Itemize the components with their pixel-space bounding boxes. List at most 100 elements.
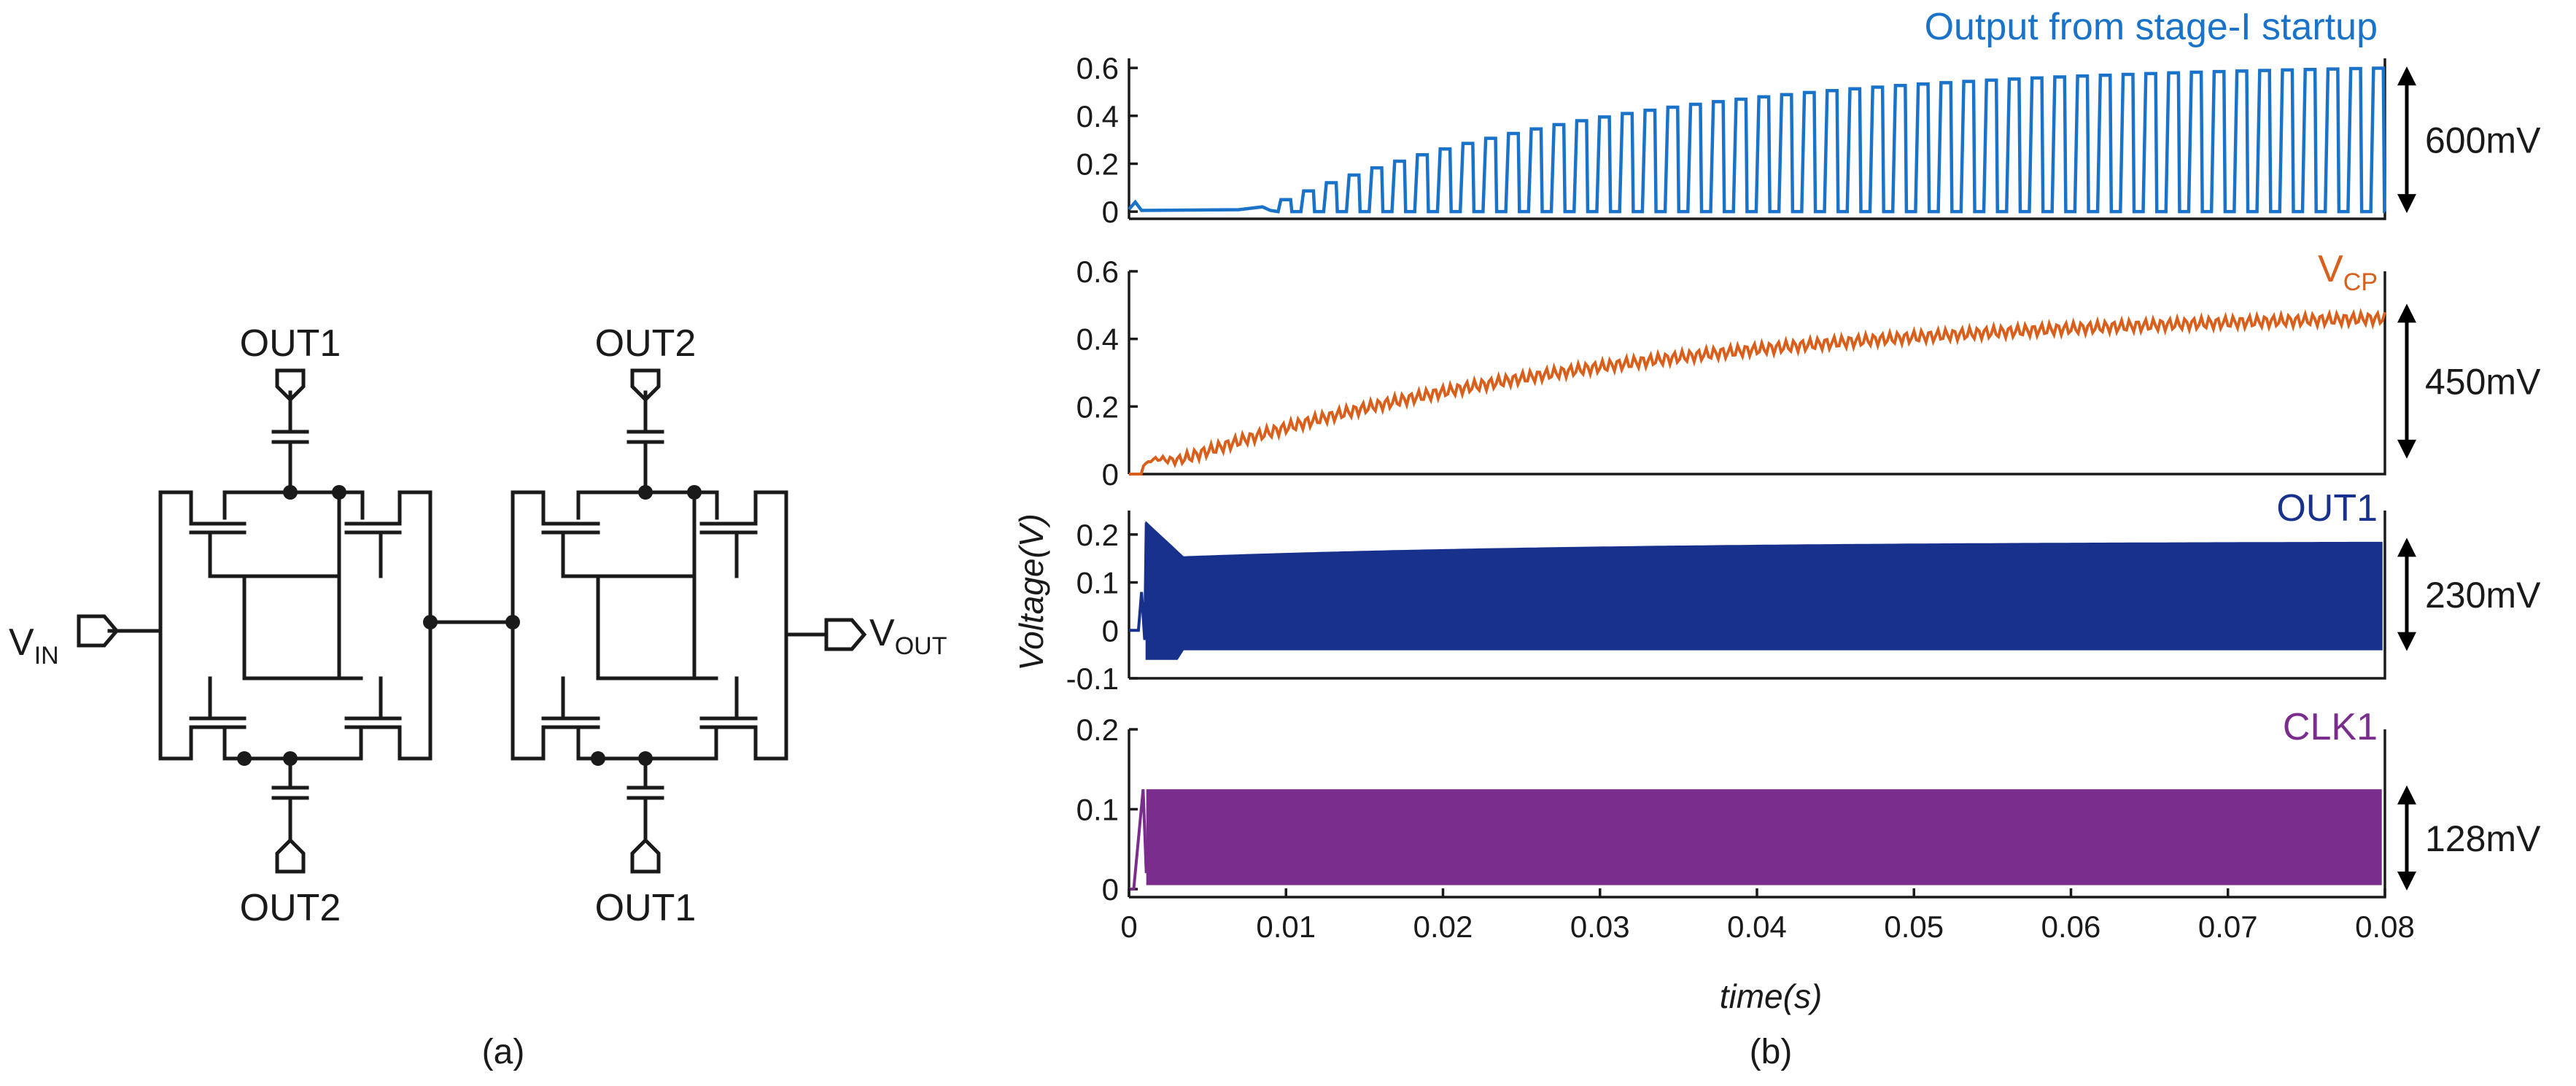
x-tick-label: 0.08 [2355, 909, 2415, 944]
label-out1-top: OUT1 [240, 322, 341, 365]
label-out1-bottom: OUT1 [595, 887, 697, 929]
series-label-sub: CP [2343, 268, 2378, 296]
cap-bottom-right [626, 756, 664, 841]
panel-vcp: 0 0.2 0.4 0.6 VCP 450mV [1076, 248, 2541, 492]
transistor-top-right [699, 490, 758, 578]
swing-arrow-head-down [2397, 872, 2416, 891]
x-tick-label: 0 [1120, 909, 1137, 944]
node-dot [638, 485, 653, 500]
transistor-top-left [189, 490, 338, 578]
swing-arrow-head-down [2397, 632, 2416, 651]
label-out2-top: OUT2 [595, 322, 697, 365]
label-vin: VIN [9, 621, 59, 670]
axis-frame [1129, 271, 2386, 476]
swing-arrow-head-down [2397, 194, 2416, 214]
x-tick-label: 0.01 [1256, 909, 1316, 944]
caption-b: (b) [1750, 1033, 1793, 1071]
cross-wire [596, 490, 718, 680]
y-tick-label: 0.2 [1076, 713, 1119, 747]
x-tick-label: 0.02 [1413, 909, 1473, 944]
series-startup-spike [1129, 522, 1148, 640]
cap-top-left [271, 390, 309, 494]
label-vin-main: V [9, 621, 34, 664]
transistor-top-right [344, 490, 402, 578]
x-tick-label: 0.05 [1884, 909, 1944, 944]
swing-label: 450mV [2425, 362, 2541, 403]
port-bottom-right [630, 837, 661, 874]
series-line [1129, 308, 2386, 476]
transistor-bottom-left [541, 676, 600, 761]
swing-arrow-head-up [2397, 538, 2416, 557]
y-tick-label: 0.2 [1076, 389, 1119, 424]
left-stage-outer-frame [158, 490, 432, 761]
series-label-main: CLK1 [2283, 706, 2378, 748]
label-vout-sub: OUT [895, 632, 947, 660]
series-line [1128, 66, 2386, 214]
swing-arrow-head-up [2397, 303, 2416, 323]
series-label-main: OUT1 [2276, 487, 2378, 530]
swing-label: 600mV [2425, 120, 2541, 161]
y-axis-label: Voltage(V) [1012, 513, 1050, 671]
vout-port [824, 618, 867, 651]
panel-clk1: 0 0.1 0.2 CLK1 128mV [1076, 706, 2541, 907]
transistor-bottom-right [699, 676, 758, 761]
cap-top-right [626, 390, 664, 494]
y-tick-label: 0.2 [1076, 518, 1119, 552]
label-vout: VOUT [869, 612, 947, 660]
y-tick-label: 0 [1102, 195, 1119, 229]
port-top-left [275, 368, 306, 403]
y-tick-label: 0.4 [1076, 322, 1119, 357]
panel-out1: -0.1 0 0.1 0.2 OUT1 230mV [1066, 487, 2541, 696]
series-label: Output from stage-I startup [1925, 6, 2378, 48]
y-tick-label: 0.6 [1076, 51, 1119, 85]
x-tick-label: 0.03 [1570, 909, 1630, 944]
label-vout-main: V [869, 612, 895, 654]
label-out2-bottom: OUT2 [240, 887, 341, 929]
node-dot [591, 751, 605, 766]
swing-label: 128mV [2425, 818, 2541, 859]
label-vin-sub: IN [34, 642, 59, 670]
y-tick-label: 0.6 [1076, 255, 1119, 289]
series-label-main: V [2318, 248, 2343, 290]
panel-stage1-output: 0 0.2 0.4 0.6 Output from stage-I startup 600… [1076, 6, 2541, 229]
y-tick-label: 0.1 [1076, 566, 1119, 600]
x-axis-label: time(s) [1720, 977, 1823, 1015]
waveform-chart: 0 0.2 0.4 0.6 Output from stage-I startup 600… [1066, 6, 2541, 944]
cap-bottom-left [271, 756, 309, 841]
x-tick-label: 0.04 [1727, 909, 1787, 944]
series-label: CLK1 [2283, 706, 2378, 748]
series-label: OUT1 [2276, 487, 2378, 530]
circuit-schematic: OUT1 OUT2 OUT2 OUT1 VIN VOUT [9, 322, 947, 929]
port-top-right [630, 368, 661, 403]
x-tick-label: 0.07 [2198, 909, 2258, 944]
series-band [1145, 521, 2383, 660]
swing-arrow-head-down [2397, 439, 2416, 459]
y-tick-label: 0.4 [1076, 99, 1119, 133]
series-label: VCP [2318, 248, 2378, 296]
series-startup [1129, 788, 1148, 891]
y-tick-label: 0 [1102, 457, 1119, 492]
y-tick-label: 0.2 [1076, 147, 1119, 181]
transistor-top-left [541, 490, 694, 578]
swing-label: 230mV [2425, 575, 2541, 616]
series-band [1146, 789, 2382, 885]
right-stage [541, 368, 758, 874]
y-tick-label: 0 [1102, 613, 1119, 648]
transistor-bottom-right [344, 676, 402, 761]
node-dot [237, 751, 252, 766]
series-label-main: Output from stage-I startup [1925, 6, 2378, 48]
swing-arrow-head-up [2397, 785, 2416, 804]
port-bottom-left [275, 837, 306, 874]
caption-a: (a) [482, 1033, 525, 1071]
left-stage [189, 368, 402, 874]
transistor-bottom-left [189, 676, 247, 761]
axis-frame [1129, 511, 2386, 680]
vin-port [77, 614, 120, 648]
y-tick-label: -0.1 [1066, 662, 1119, 696]
cross-wire [242, 490, 363, 680]
swing-arrow-head-up [2397, 66, 2416, 86]
y-tick-label: 0.1 [1076, 793, 1119, 827]
node-dot [423, 615, 438, 629]
x-tick-label: 0.06 [2041, 909, 2101, 944]
